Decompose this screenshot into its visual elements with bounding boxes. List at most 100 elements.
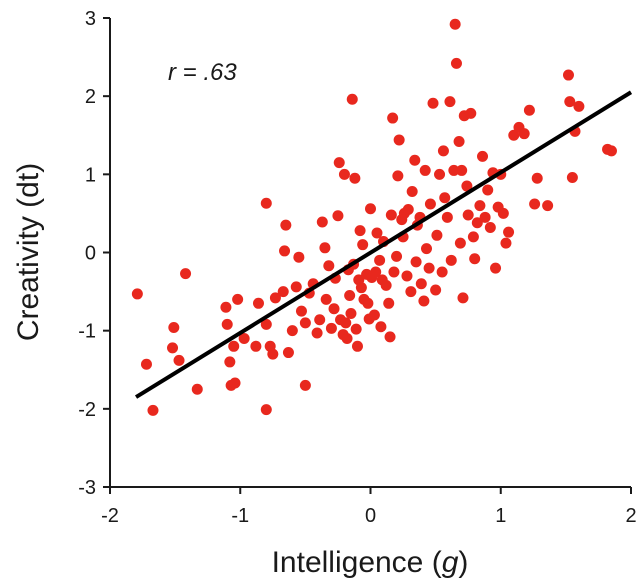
scatter-point <box>423 262 435 274</box>
scatter-point <box>393 134 405 146</box>
scatter-point <box>365 203 376 215</box>
scatter-point <box>436 266 448 278</box>
scatter-point <box>387 112 399 124</box>
y-tick-label: -2 <box>78 399 96 421</box>
scatter-point <box>371 227 383 239</box>
scatter-point <box>477 150 489 162</box>
scatter-point <box>269 292 281 304</box>
scatter-point <box>362 297 374 309</box>
scatter-point <box>523 104 535 116</box>
scatter-point <box>409 154 421 166</box>
scatter-point <box>140 358 152 370</box>
scatter-point <box>431 229 443 241</box>
scatter-point <box>573 100 585 112</box>
scatter-point <box>566 171 578 183</box>
scatter-point <box>441 211 453 223</box>
scatter-point <box>375 321 387 333</box>
scatter-point <box>341 332 353 344</box>
scatter-point <box>484 221 496 233</box>
points-layer <box>131 18 617 416</box>
scatter-point <box>250 340 262 352</box>
scatter-point <box>147 404 159 416</box>
scatter-point <box>391 250 403 262</box>
scatter-point <box>497 207 509 219</box>
scatter-point <box>384 331 396 343</box>
scatter-point <box>490 262 502 274</box>
scatter-point <box>529 198 541 210</box>
x-ticks: -2 -1 0 1 2 <box>101 487 637 527</box>
scatter-point <box>419 164 431 176</box>
scatter-point <box>267 348 279 360</box>
y-tick-label: -1 <box>78 321 96 343</box>
scatter-point <box>479 211 491 223</box>
y-tick-label: 0 <box>85 243 96 265</box>
scatter-point <box>221 318 233 330</box>
r-annotation: r = .63 <box>168 59 237 86</box>
scatter-point <box>357 239 369 251</box>
scatter-point <box>467 231 479 243</box>
scatter-point <box>457 292 469 304</box>
scatter-point <box>374 254 386 266</box>
scatter-point <box>346 93 358 105</box>
scatter-point <box>430 284 442 296</box>
x-axis-title: Intelligence (g) <box>272 546 469 579</box>
x-tick-label: 1 <box>495 505 506 527</box>
scatter-point <box>173 354 185 366</box>
scatter-point <box>405 286 417 298</box>
y-axis-title: Creativity (dt) <box>12 163 45 341</box>
scatter-point <box>500 237 512 249</box>
scatter-point <box>344 289 356 301</box>
scatter-point <box>450 57 462 69</box>
scatter-point <box>333 157 345 169</box>
scatter-point <box>167 342 179 354</box>
scatter-point <box>168 322 180 334</box>
scatter-point <box>314 314 326 326</box>
scatter-point <box>370 266 382 278</box>
scatter-point <box>349 172 361 184</box>
y-tick-label: 3 <box>85 8 96 30</box>
scatter-point <box>465 107 477 119</box>
scatter-point <box>191 383 203 395</box>
scatter-point <box>232 293 244 305</box>
scatter-point <box>295 305 307 317</box>
scatter-point <box>350 323 362 335</box>
scatter-point <box>454 237 466 249</box>
y-ticks: -3 -2 -1 0 1 2 3 <box>78 8 110 499</box>
scatter-point <box>424 198 436 210</box>
scatter-point <box>564 96 576 108</box>
scatter-point <box>402 204 414 216</box>
x-tick-label: -2 <box>101 505 119 527</box>
scatter-point <box>323 260 335 272</box>
scatter-point <box>260 318 272 330</box>
scatter-point <box>456 164 468 176</box>
scatter-point <box>437 145 449 157</box>
y-tick-label: 2 <box>85 86 96 108</box>
x-tick-label: 2 <box>625 505 636 527</box>
scatter-point <box>562 69 574 81</box>
scatter-point <box>434 168 446 180</box>
scatter-point <box>260 404 272 416</box>
regression-layer <box>135 90 633 399</box>
scatter-point <box>338 168 350 180</box>
scatter-point <box>328 303 340 315</box>
scatter-point <box>518 128 530 140</box>
scatter-point <box>444 96 456 108</box>
scatter-point <box>320 293 332 305</box>
scatter-point <box>415 278 427 290</box>
scatter-point <box>279 245 291 257</box>
scatter-point <box>332 210 344 222</box>
scatter-point <box>508 129 520 141</box>
scatter-point <box>383 297 395 309</box>
scatter-point <box>392 170 404 182</box>
scatter-point <box>290 281 302 293</box>
scatter-point <box>252 297 264 309</box>
scatter-point <box>380 279 392 291</box>
scatter-point <box>482 184 494 196</box>
scatter-point <box>388 266 400 278</box>
scatter-point <box>299 379 311 391</box>
scatter-point <box>340 317 352 329</box>
scatter-point <box>445 254 457 266</box>
scatter-point <box>401 270 413 282</box>
scatter-point <box>260 197 272 209</box>
scatter-point <box>351 340 363 352</box>
